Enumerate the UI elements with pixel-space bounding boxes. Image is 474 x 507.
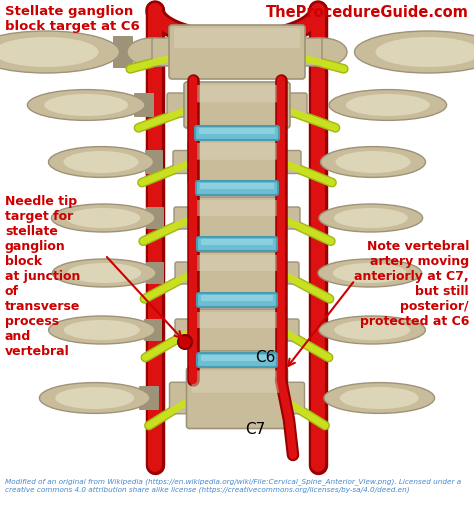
FancyBboxPatch shape: [146, 207, 164, 229]
Ellipse shape: [48, 147, 154, 177]
Ellipse shape: [67, 263, 141, 283]
FancyBboxPatch shape: [194, 200, 280, 216]
Ellipse shape: [0, 37, 99, 67]
FancyBboxPatch shape: [195, 126, 279, 140]
Ellipse shape: [319, 316, 425, 344]
Ellipse shape: [333, 263, 407, 283]
FancyBboxPatch shape: [188, 140, 286, 184]
FancyBboxPatch shape: [174, 28, 300, 48]
FancyBboxPatch shape: [277, 262, 299, 284]
Text: Needle tip
target for
stellate
ganglion
block
at junction
of
transverse
process
: Needle tip target for stellate ganglion …: [5, 195, 81, 358]
FancyBboxPatch shape: [167, 93, 191, 117]
FancyBboxPatch shape: [144, 319, 162, 341]
FancyBboxPatch shape: [201, 355, 273, 361]
FancyBboxPatch shape: [195, 312, 279, 328]
FancyBboxPatch shape: [146, 262, 164, 284]
Ellipse shape: [53, 259, 156, 287]
FancyBboxPatch shape: [278, 207, 300, 229]
FancyBboxPatch shape: [199, 128, 275, 134]
FancyBboxPatch shape: [190, 309, 284, 351]
Ellipse shape: [334, 208, 408, 228]
FancyBboxPatch shape: [189, 85, 285, 102]
FancyBboxPatch shape: [184, 82, 290, 128]
FancyBboxPatch shape: [145, 150, 163, 174]
FancyBboxPatch shape: [277, 319, 299, 341]
Ellipse shape: [318, 259, 421, 287]
Text: TheProcedureGuide.com: TheProcedureGuide.com: [266, 5, 469, 20]
Ellipse shape: [320, 147, 426, 177]
Ellipse shape: [324, 383, 435, 413]
FancyBboxPatch shape: [200, 183, 274, 189]
Ellipse shape: [319, 204, 423, 232]
Ellipse shape: [66, 208, 140, 228]
FancyBboxPatch shape: [152, 38, 176, 66]
Text: Stellate ganglion
block target at C6: Stellate ganglion block target at C6: [5, 5, 140, 33]
FancyBboxPatch shape: [279, 151, 301, 173]
Ellipse shape: [334, 320, 410, 340]
FancyBboxPatch shape: [197, 293, 277, 307]
Text: C7: C7: [245, 422, 265, 438]
Ellipse shape: [355, 31, 474, 73]
Text: C6: C6: [255, 350, 275, 366]
FancyBboxPatch shape: [190, 252, 284, 294]
Ellipse shape: [297, 38, 347, 66]
Ellipse shape: [44, 94, 128, 116]
FancyBboxPatch shape: [170, 382, 193, 414]
FancyBboxPatch shape: [169, 25, 305, 79]
Ellipse shape: [51, 204, 155, 232]
Ellipse shape: [375, 37, 474, 67]
Ellipse shape: [178, 335, 192, 349]
Text: Note vertebral
artery moving
anteriorly at C7,
but still
posterior/
protected at: Note vertebral artery moving anteriorly …: [355, 240, 469, 328]
Ellipse shape: [336, 151, 410, 173]
FancyBboxPatch shape: [195, 255, 279, 271]
Ellipse shape: [340, 387, 419, 409]
FancyBboxPatch shape: [283, 93, 307, 117]
FancyBboxPatch shape: [173, 151, 195, 173]
FancyBboxPatch shape: [139, 386, 159, 410]
FancyBboxPatch shape: [191, 371, 283, 393]
FancyBboxPatch shape: [193, 143, 281, 160]
Ellipse shape: [64, 151, 138, 173]
Ellipse shape: [55, 387, 134, 409]
FancyBboxPatch shape: [281, 382, 304, 414]
Ellipse shape: [49, 316, 155, 344]
FancyBboxPatch shape: [196, 181, 278, 195]
Text: Modified of an original from Wikipedia (https://en.wikipedia.org/wiki/File:Cervi: Modified of an original from Wikipedia (…: [5, 479, 461, 493]
FancyBboxPatch shape: [201, 239, 273, 245]
FancyBboxPatch shape: [175, 319, 197, 341]
Ellipse shape: [39, 383, 150, 413]
FancyBboxPatch shape: [197, 237, 277, 251]
FancyBboxPatch shape: [175, 262, 197, 284]
FancyBboxPatch shape: [174, 207, 196, 229]
Ellipse shape: [346, 94, 430, 116]
FancyBboxPatch shape: [197, 353, 277, 367]
FancyBboxPatch shape: [201, 295, 273, 301]
FancyBboxPatch shape: [134, 93, 154, 117]
Ellipse shape: [0, 31, 119, 73]
Ellipse shape: [64, 320, 140, 340]
FancyBboxPatch shape: [186, 368, 288, 428]
FancyBboxPatch shape: [189, 197, 285, 239]
FancyBboxPatch shape: [113, 36, 133, 68]
Ellipse shape: [27, 90, 145, 120]
Ellipse shape: [127, 38, 177, 66]
Ellipse shape: [329, 90, 447, 120]
FancyBboxPatch shape: [298, 38, 322, 66]
